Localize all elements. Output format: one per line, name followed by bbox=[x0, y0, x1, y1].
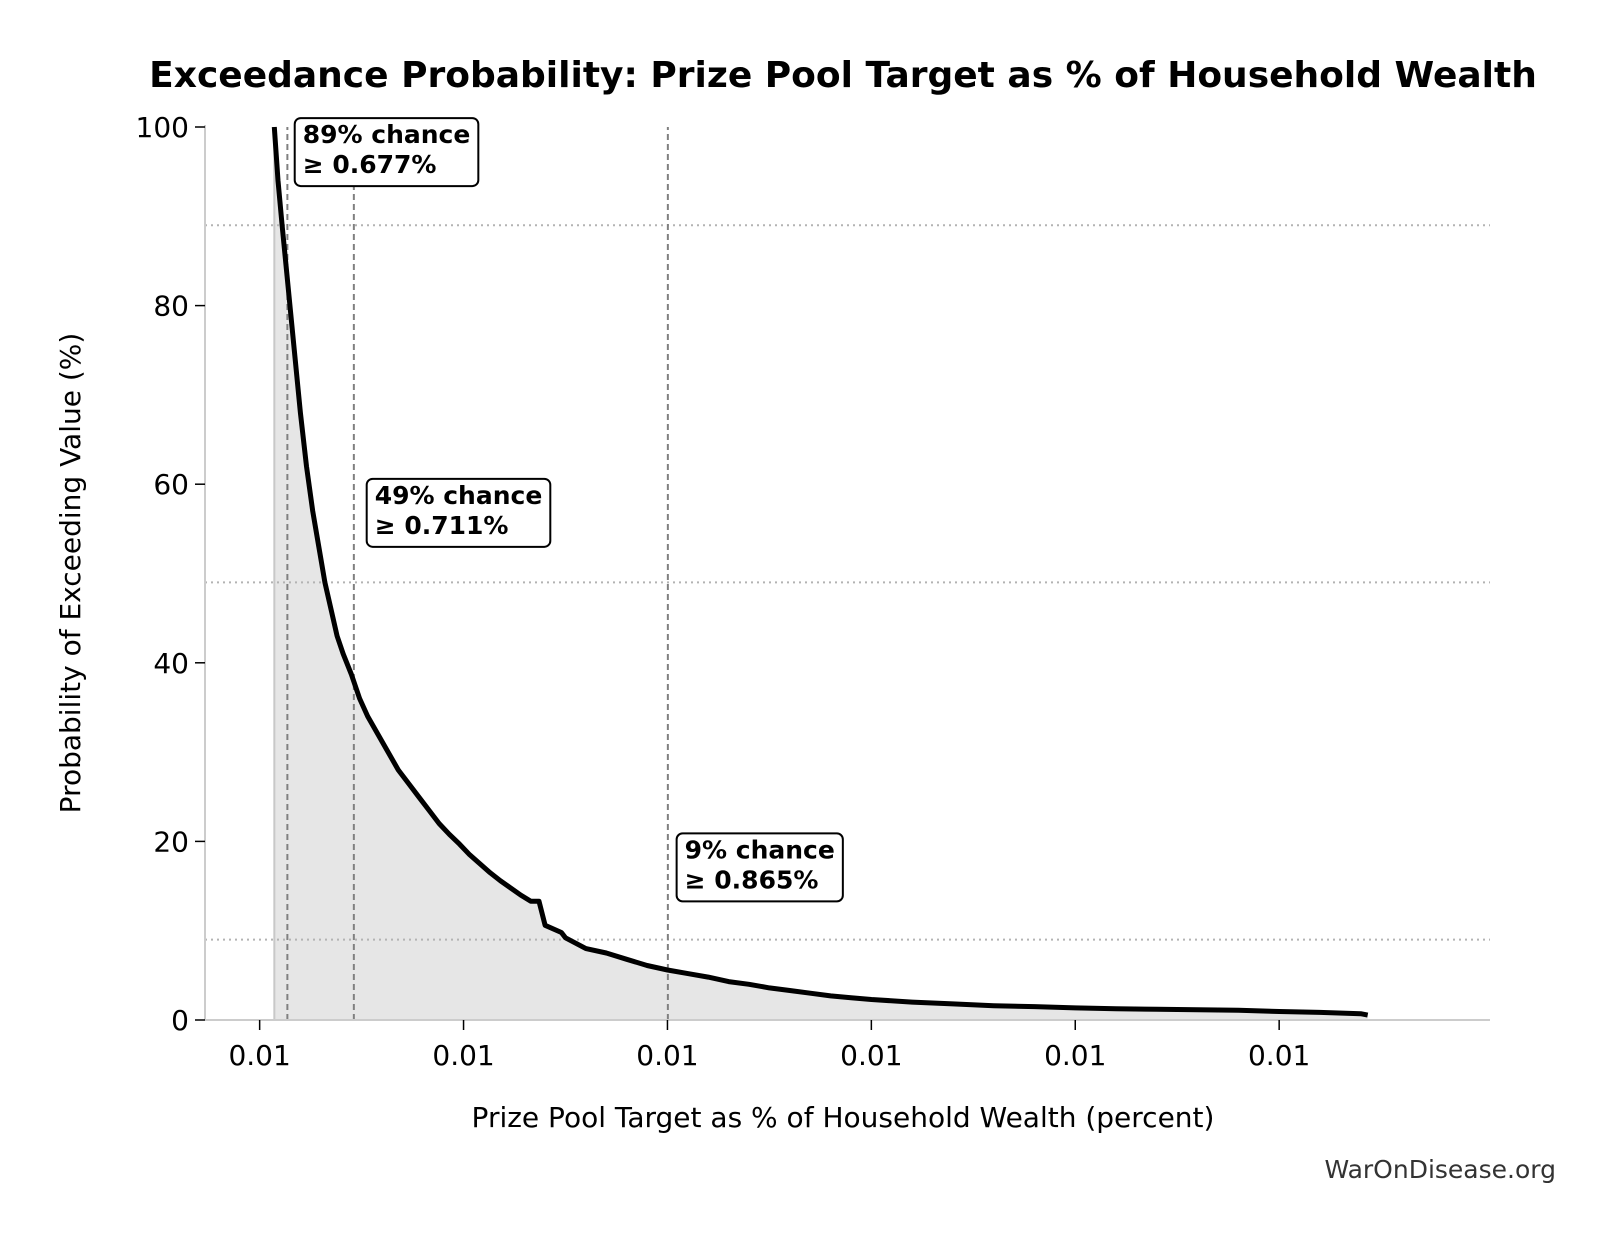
annotation-line2: ≥ 0.677% bbox=[303, 150, 437, 179]
watermark-text: WarOnDisease.org bbox=[1324, 1155, 1556, 1184]
annotation-p89: 89% chance≥ 0.677% bbox=[293, 117, 480, 188]
annotation-line1: 89% chance bbox=[303, 120, 471, 149]
y-tick-label: 20 bbox=[153, 825, 189, 858]
y-tick-label: 100 bbox=[136, 111, 189, 144]
x-tick-label: 0.01 bbox=[636, 1039, 698, 1072]
y-tick-label: 80 bbox=[153, 290, 189, 323]
y-tick-label: 40 bbox=[153, 647, 189, 680]
x-axis-label: Prize Pool Target as % of Household Weal… bbox=[472, 1101, 1215, 1134]
annotation-line2: ≥ 0.711% bbox=[375, 511, 509, 540]
exceedance-area-fill bbox=[274, 127, 1368, 1020]
x-tick-label: 0.01 bbox=[228, 1039, 290, 1072]
y-tick-label: 0 bbox=[171, 1004, 189, 1037]
exceedance-curve bbox=[271, 126, 1369, 1018]
annotation-line2: ≥ 0.865% bbox=[685, 865, 819, 894]
x-tick-label: 0.01 bbox=[840, 1039, 902, 1072]
x-tick-label: 0.01 bbox=[432, 1039, 494, 1072]
annotation-box bbox=[365, 477, 552, 548]
annotation-p49: 49% chance≥ 0.711% bbox=[365, 477, 552, 548]
annotation-box bbox=[293, 117, 480, 188]
chart-title: Exceedance Probability: Prize Pool Targe… bbox=[149, 55, 1537, 96]
annotation-line1: 9% chance bbox=[685, 835, 835, 864]
annotation-p9: 9% chance≥ 0.865% bbox=[675, 832, 844, 903]
annotation-line1: 49% chance bbox=[375, 481, 543, 510]
x-tick-label: 0.01 bbox=[1044, 1039, 1106, 1072]
x-tick-label: 0.01 bbox=[1248, 1039, 1310, 1072]
annotation-box bbox=[675, 832, 844, 903]
y-tick-label: 60 bbox=[153, 468, 189, 501]
y-axis-label: Probability of Exceeding Value (%) bbox=[54, 333, 87, 814]
